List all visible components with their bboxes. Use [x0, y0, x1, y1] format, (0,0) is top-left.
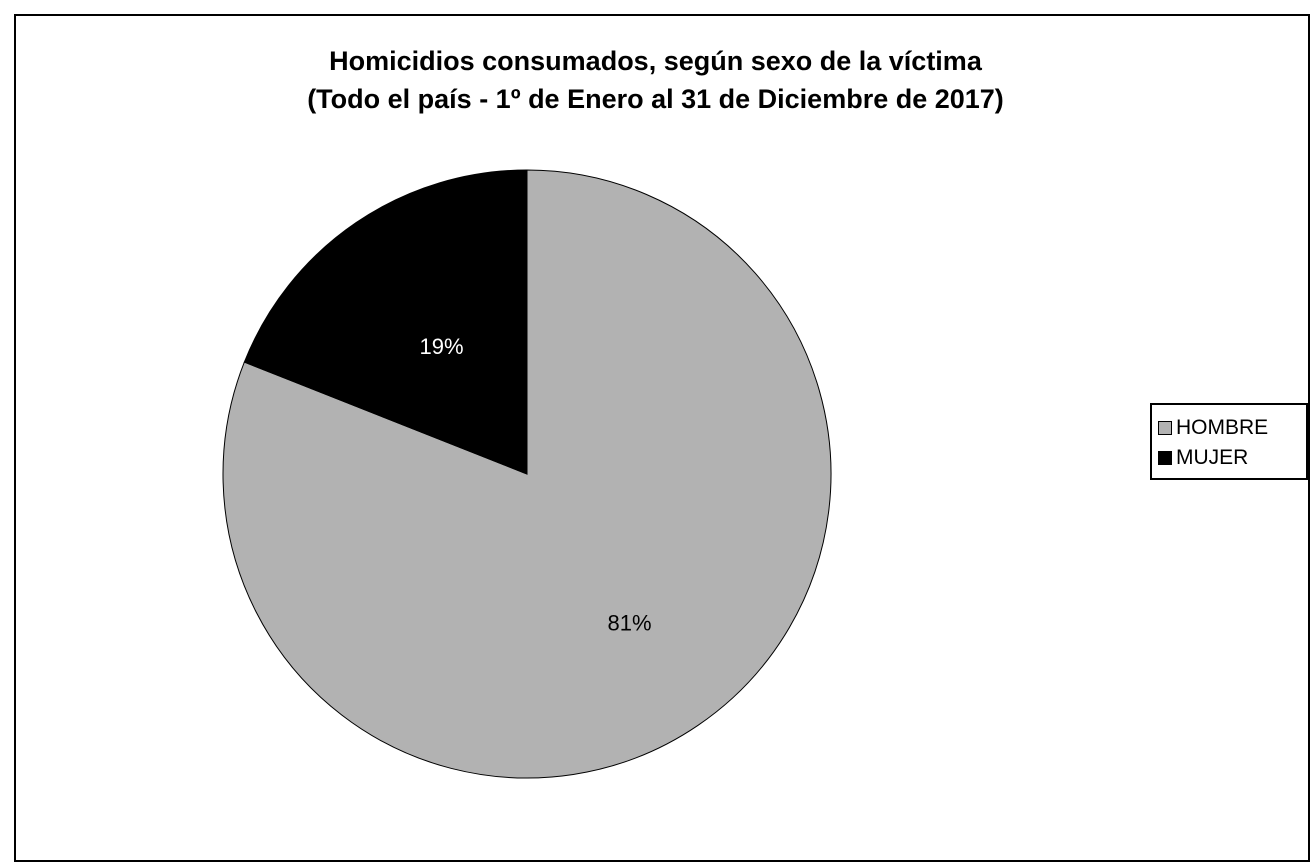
chart-subtitle: (Todo el país - 1º de Enero al 31 de Dic… [307, 84, 1004, 114]
legend-item-hombre: HOMBRE [1158, 414, 1268, 442]
legend-swatch-hombre [1158, 421, 1172, 435]
legend-swatch-mujer [1158, 451, 1172, 465]
chart-title: Homicidios consumados, según sexo de la … [329, 46, 982, 76]
pie-label-mujer: 19% [420, 334, 464, 359]
pie-labels: 81% 19% [420, 334, 652, 636]
pie-label-hombre: 81% [608, 611, 652, 636]
legend-label-mujer: MUJER [1176, 446, 1249, 469]
legend: HOMBRE MUJER [1150, 403, 1308, 480]
pie-slice-mujer [243, 169, 528, 475]
chart-title-block: Homicidios consumados, según sexo de la … [0, 42, 1311, 118]
legend-label-hombre: HOMBRE [1176, 416, 1269, 439]
legend-item-mujer: MUJER [1158, 444, 1248, 472]
pie-slices [222, 169, 832, 779]
